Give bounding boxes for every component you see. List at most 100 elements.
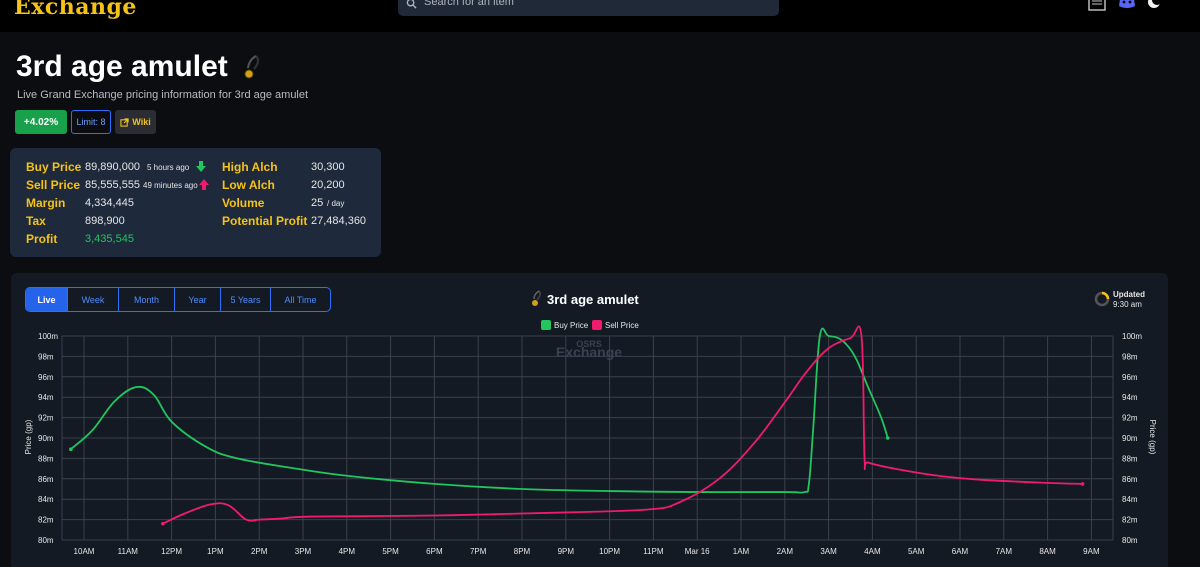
y-tick-label: 88m xyxy=(38,454,54,463)
updated-indicator: Updated 9:30 am xyxy=(1113,290,1145,310)
potential-profit-value: 27,484,360 xyxy=(311,215,367,227)
x-tick-label: 7PM xyxy=(470,547,487,556)
x-tick-label: 10PM xyxy=(599,547,620,556)
page-subtitle: Live Grand Exchange pricing information … xyxy=(17,89,309,101)
arrow-down-icon xyxy=(196,161,206,172)
x-axis: 10AM 11AM 12PM 1PM 2PM 3PM 4PM 5PM 6PM 7PM 8PM 9PM 1… xyxy=(74,547,1100,556)
y-tick-label: 80m xyxy=(1122,536,1138,545)
x-tick-label: 11AM xyxy=(118,547,139,556)
tax-label: Tax xyxy=(26,214,46,228)
buy-price-line[interactable] xyxy=(70,327,889,494)
external-link-icon xyxy=(120,117,129,127)
data-point[interactable] xyxy=(885,436,890,440)
x-tick-label: 5PM xyxy=(382,547,399,556)
x-tick-label: 7AM xyxy=(996,547,1013,556)
volume-unit: / day xyxy=(327,199,345,208)
x-tick-label: 11PM xyxy=(643,547,664,556)
amulet-icon xyxy=(244,55,260,79)
legend-sell-label: Sell Price xyxy=(605,320,639,330)
low-alch-value: 20,200 xyxy=(311,179,345,191)
sell-price-line[interactable] xyxy=(162,325,1083,525)
x-tick-label: 4AM xyxy=(864,547,881,556)
y-tick-label: 98m xyxy=(38,352,54,361)
y-tick-label: 100m xyxy=(1122,332,1142,341)
search-icon xyxy=(406,0,417,9)
y-tick-label: 96m xyxy=(38,373,54,382)
news-icon[interactable] xyxy=(1088,0,1106,12)
updated-label: Updated xyxy=(1113,290,1145,299)
x-tick-label: 2PM xyxy=(251,547,268,556)
x-tick-label: Mar 16 xyxy=(685,547,710,556)
x-tick-label: 8PM xyxy=(514,547,531,556)
tab-week[interactable]: Week xyxy=(68,288,119,311)
x-tick-label: 3PM xyxy=(295,547,312,556)
legend-buy-label: Buy Price xyxy=(554,320,589,330)
legend-buy-swatch xyxy=(541,320,551,330)
y-tick-label: 82m xyxy=(1122,516,1138,525)
volume-label: Volume xyxy=(222,196,265,210)
high-alch-label: High Alch xyxy=(222,160,278,174)
y-axis-right: 80m 82m 84m 86m 88m 90m 92m 94m 96m 98m 100m xyxy=(1122,332,1142,545)
x-tick-label: 9PM xyxy=(558,547,575,556)
legend-buy[interactable]: Buy Price xyxy=(541,320,588,330)
price-change-badge: +4.02% xyxy=(15,110,67,134)
tab-month[interactable]: Month xyxy=(119,288,175,311)
x-tick-label: 12PM xyxy=(161,547,182,556)
x-tick-label: 8AM xyxy=(1039,547,1056,556)
x-tick-label: 9AM xyxy=(1083,547,1100,556)
y-tick-label: 94m xyxy=(1122,393,1138,402)
wiki-link-button[interactable]: Wiki xyxy=(115,110,156,134)
data-point[interactable] xyxy=(161,521,165,526)
y-tick-label: 92m xyxy=(38,414,54,423)
buy-limit-badge: Limit: 8 xyxy=(71,110,111,134)
y-tick-label: 88m xyxy=(1122,454,1138,463)
buy-price-label: Buy Price xyxy=(26,160,82,174)
data-point[interactable] xyxy=(1080,482,1085,486)
arrow-up-icon xyxy=(199,179,209,190)
search-input[interactable]: Search for an item xyxy=(398,0,779,16)
legend-sell-swatch xyxy=(592,320,602,330)
x-tick-label: 4PM xyxy=(339,547,356,556)
y-tick-label: 82m xyxy=(38,516,54,525)
volume-value: 25 xyxy=(311,197,324,209)
low-alch-label: Low Alch xyxy=(222,178,275,192)
y-tick-label: 94m xyxy=(38,393,54,402)
y-axis-left: 80m 82m 84m 86m 88m 90m 92m 94m 96m 98m 100m xyxy=(38,332,58,545)
x-tick-label: 6PM xyxy=(426,547,443,556)
theme-toggle-icon[interactable] xyxy=(1146,0,1162,12)
sell-price-label: Sell Price xyxy=(26,178,81,192)
y-tick-label: 86m xyxy=(38,475,54,484)
chart-panel xyxy=(11,273,1168,567)
y-tick-label: 96m xyxy=(1122,373,1138,382)
y-tick-label: 98m xyxy=(1122,352,1138,361)
chart-grid xyxy=(61,335,1114,541)
tax-value: 898,900 xyxy=(85,215,125,227)
tab-live[interactable]: Live xyxy=(26,288,68,311)
discord-icon[interactable] xyxy=(1118,0,1136,10)
legend-sell[interactable]: Sell Price xyxy=(592,320,639,330)
y-tick-label: 84m xyxy=(38,495,54,504)
watermark-top: OSRS xyxy=(576,339,602,349)
tab-all-time[interactable]: All Time xyxy=(284,294,317,305)
chart-amulet-icon xyxy=(532,290,541,306)
watermark-bottom: Exchange xyxy=(556,344,622,360)
profit-label: Profit xyxy=(26,232,58,246)
y-axis-title-left: Price (gp) xyxy=(24,419,33,454)
y-tick-label: 80m xyxy=(38,536,54,545)
x-tick-label: 1AM xyxy=(733,547,750,556)
refresh-spinner-icon xyxy=(1094,291,1110,307)
x-tick-label: 2AM xyxy=(777,547,794,556)
margin-label: Margin xyxy=(26,196,66,210)
x-tick-label: 5AM xyxy=(908,547,925,556)
sell-price-age: 49 minutes ago xyxy=(143,181,198,190)
chart-series xyxy=(69,325,1085,526)
site-logo[interactable]: Exchange xyxy=(14,0,137,20)
potential-profit-label: Potential Profit xyxy=(222,214,308,228)
tab-5-years[interactable]: 5 Years xyxy=(221,288,271,311)
y-tick-label: 90m xyxy=(38,434,54,443)
data-point[interactable] xyxy=(69,447,73,452)
y-tick-label: 100m xyxy=(38,332,58,341)
page-title: 3rd age amulet xyxy=(16,50,228,83)
tab-year[interactable]: Year xyxy=(175,288,221,311)
